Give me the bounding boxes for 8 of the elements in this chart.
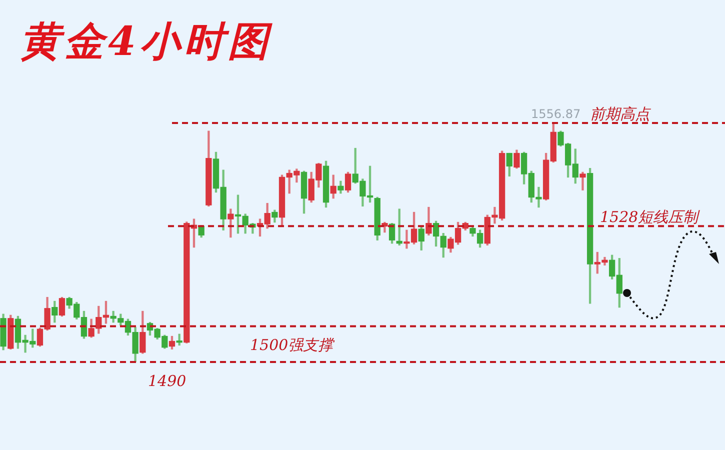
annotation: 1556.87 <box>531 107 581 122</box>
chart-title: 黄金4小时图 <box>20 17 272 67</box>
ref-line-label: 前期高点 <box>590 104 652 123</box>
ref-line-label: 1528短线压制 <box>600 208 700 226</box>
candlestick <box>580 172 586 190</box>
candlestick <box>176 334 182 346</box>
ref-line-label: 1490 <box>148 372 187 390</box>
ref-line-label: 1500强支撑 <box>250 336 336 354</box>
